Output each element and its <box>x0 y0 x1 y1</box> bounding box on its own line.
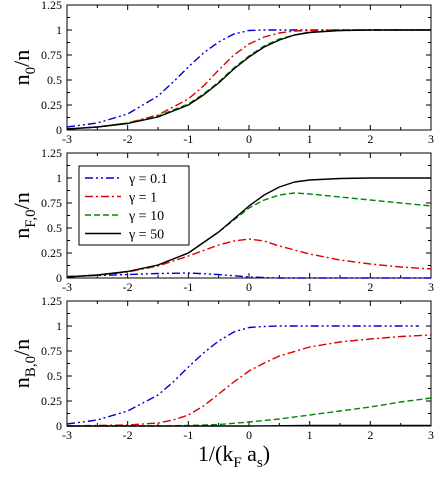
y-axis-label-sub: 0 <box>23 67 39 75</box>
y-axis-label: nB,0/n <box>9 339 39 388</box>
x-tick-label: 2 <box>367 428 373 442</box>
x-tick-label: 1 <box>307 280 313 294</box>
series-line-3 <box>66 177 431 278</box>
x-tick-label: -1 <box>183 428 193 442</box>
x-tick-label: 0 <box>246 280 252 294</box>
x-axis-label-sub2: s <box>257 455 263 471</box>
x-tick-label: 2 <box>367 280 373 294</box>
y-axis-label: nF,0/n <box>9 192 39 239</box>
x-tick-label: 3 <box>428 428 434 442</box>
series-line-3 <box>67 424 431 427</box>
y-tick-label: 0.25 <box>41 394 62 408</box>
series-line-2 <box>67 397 432 427</box>
x-tick-label: -3 <box>62 280 72 294</box>
x-tick-label: -3 <box>62 428 72 442</box>
y-axis-label-main: n <box>9 377 34 388</box>
legend-label: γ = 10 <box>128 209 164 224</box>
x-tick-label: 1 <box>307 428 313 442</box>
plot-frame <box>66 4 432 131</box>
plot-frame <box>66 300 432 427</box>
y-tick-label: 0.5 <box>47 221 62 235</box>
legend-box <box>78 165 190 246</box>
legend: γ = 0.1 γ = 1 γ = 10 γ = 50 <box>78 165 190 246</box>
y-tick-label: 0.25 <box>41 98 62 112</box>
y-tick-label: 0.75 <box>41 196 62 210</box>
legend-label: γ = 0.1 <box>128 172 168 187</box>
series-line-1 <box>66 334 432 427</box>
y-axis-label-main: n <box>9 74 34 85</box>
y-tick-label: 0.75 <box>41 48 62 62</box>
y-tick-label: 1 <box>56 319 62 333</box>
x-tick-label: 1 <box>307 132 313 146</box>
x-tick-label: 2 <box>367 132 373 146</box>
y-tick-label: 0 <box>56 271 62 285</box>
y-tick-label: 0 <box>56 123 62 137</box>
x-tick-label: -2 <box>123 280 133 294</box>
x-axis-label-sub1: F <box>233 455 241 471</box>
y-axis-label: n0/n <box>9 50 39 86</box>
y-tick-label: 1 <box>56 23 62 37</box>
x-axis-label-main: 1/(k <box>198 441 233 466</box>
y-axis-label-main: n <box>9 228 34 239</box>
y-tick-label: 1.25 <box>41 0 62 12</box>
y-axis-label-tail: /n <box>9 50 34 67</box>
y-tick-label: 0.5 <box>47 73 62 87</box>
y-tick-label: 0 <box>56 419 62 433</box>
panel-middle: -3 -2 -1 0 1 2 3 0 0.25 0.5 0.75 1 1.25 nF,0/n γ = 0.1… <box>9 146 434 294</box>
y-tick-label: 1.25 <box>41 146 62 160</box>
x-tick-label: -2 <box>123 428 133 442</box>
series-line-2 <box>66 192 432 278</box>
x-tick-label: 0 <box>246 132 252 146</box>
x-axis-label-tail: ) <box>263 441 270 466</box>
y-tick-label: 0.5 <box>47 369 62 383</box>
y-tick-label: 0.75 <box>41 344 62 358</box>
x-tick-label: 0 <box>246 428 252 442</box>
series-line-1 <box>66 29 431 130</box>
x-tick-label: -1 <box>183 280 193 294</box>
series-line-3 <box>66 29 431 130</box>
series-line-0 <box>66 29 431 128</box>
x-tick-label: -1 <box>183 132 193 146</box>
x-tick-label: 3 <box>428 280 434 294</box>
x-axis-label-mid: a <box>242 441 258 466</box>
series-line-0 <box>66 272 431 279</box>
panel-bottom: -3 -2 -1 0 1 2 3 0 0.25 0.5 0.75 1 1.25 nB,0/n 1/(kF a… <box>9 294 434 471</box>
series-line-0 <box>66 325 419 425</box>
y-axis-label-sub: F,0 <box>23 209 39 227</box>
y-tick-label: 1 <box>56 171 62 185</box>
x-tick-label: 3 <box>428 132 434 146</box>
x-tick-label: -3 <box>62 132 72 146</box>
legend-label: γ = 1 <box>128 191 157 206</box>
y-axis-label-sub: B,0 <box>23 356 39 377</box>
y-tick-label: 0.25 <box>41 246 62 260</box>
y-axis-label-tail: /n <box>9 339 34 356</box>
y-axis-label-tail: /n <box>9 192 34 209</box>
x-axis-label: 1/(kF as) <box>198 441 270 471</box>
legend-label: γ = 50 <box>128 228 164 243</box>
y-tick-label: 1.25 <box>41 294 62 308</box>
x-tick-label: -2 <box>123 132 133 146</box>
